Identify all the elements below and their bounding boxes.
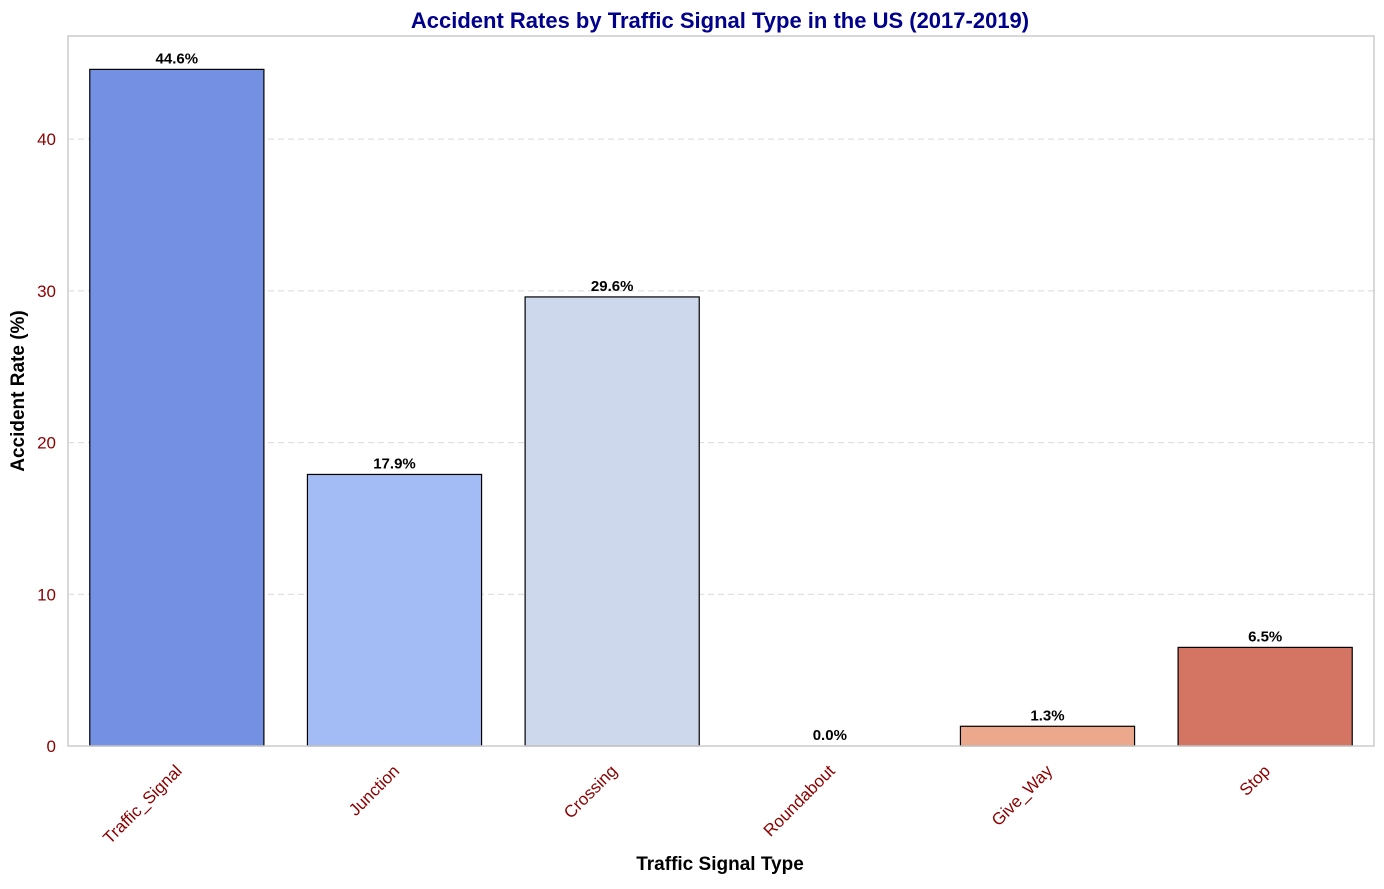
chart-title: Accident Rates by Traffic Signal Type in… [411,8,1029,33]
bar-stop [1177,646,1353,747]
bar-value-label: 17.9% [373,455,416,472]
plot-frame [67,35,1375,747]
bar-value-label: 29.6% [591,278,634,295]
bar-crossing [524,296,700,747]
x-tick-label: Junction [345,761,403,819]
y-tick-label: 0 [47,737,56,756]
bar-data-labels: 44.6% 17.9% 29.6% 0.0% 1.3% 6.5% [156,50,1283,744]
y-axis-ticks: 0 10 20 30 40 [37,130,56,756]
x-axis-label: Traffic Signal Type [636,854,804,875]
y-tick-label: 10 [37,585,56,604]
x-tick-label: Crossing [560,761,621,822]
x-axis-ticks: Traffic_Signal Junction Crossing Roundabout… [99,761,1274,848]
y-axis-label: Accident Rate (%) [8,310,29,472]
y-tick-label: 40 [37,130,56,149]
bar-traffic-signal [89,68,265,747]
x-tick-label: Traffic_Signal [99,761,185,847]
x-tick-label: Roundabout [760,761,839,840]
bar-give-way [959,725,1136,747]
bar-value-label: 6.5% [1248,628,1282,645]
y-tick-label: 30 [37,282,56,301]
bar-junction [306,473,483,747]
bar-value-label: 0.0% [813,727,847,744]
x-tick-label: Give_Way [988,761,1057,830]
bar-value-label: 44.6% [156,50,199,67]
bars [89,68,1353,747]
grid-lines [68,138,1374,595]
x-tick-label: Stop [1236,761,1274,799]
y-tick-label: 20 [37,434,56,453]
bar-value-label: 1.3% [1030,707,1064,724]
